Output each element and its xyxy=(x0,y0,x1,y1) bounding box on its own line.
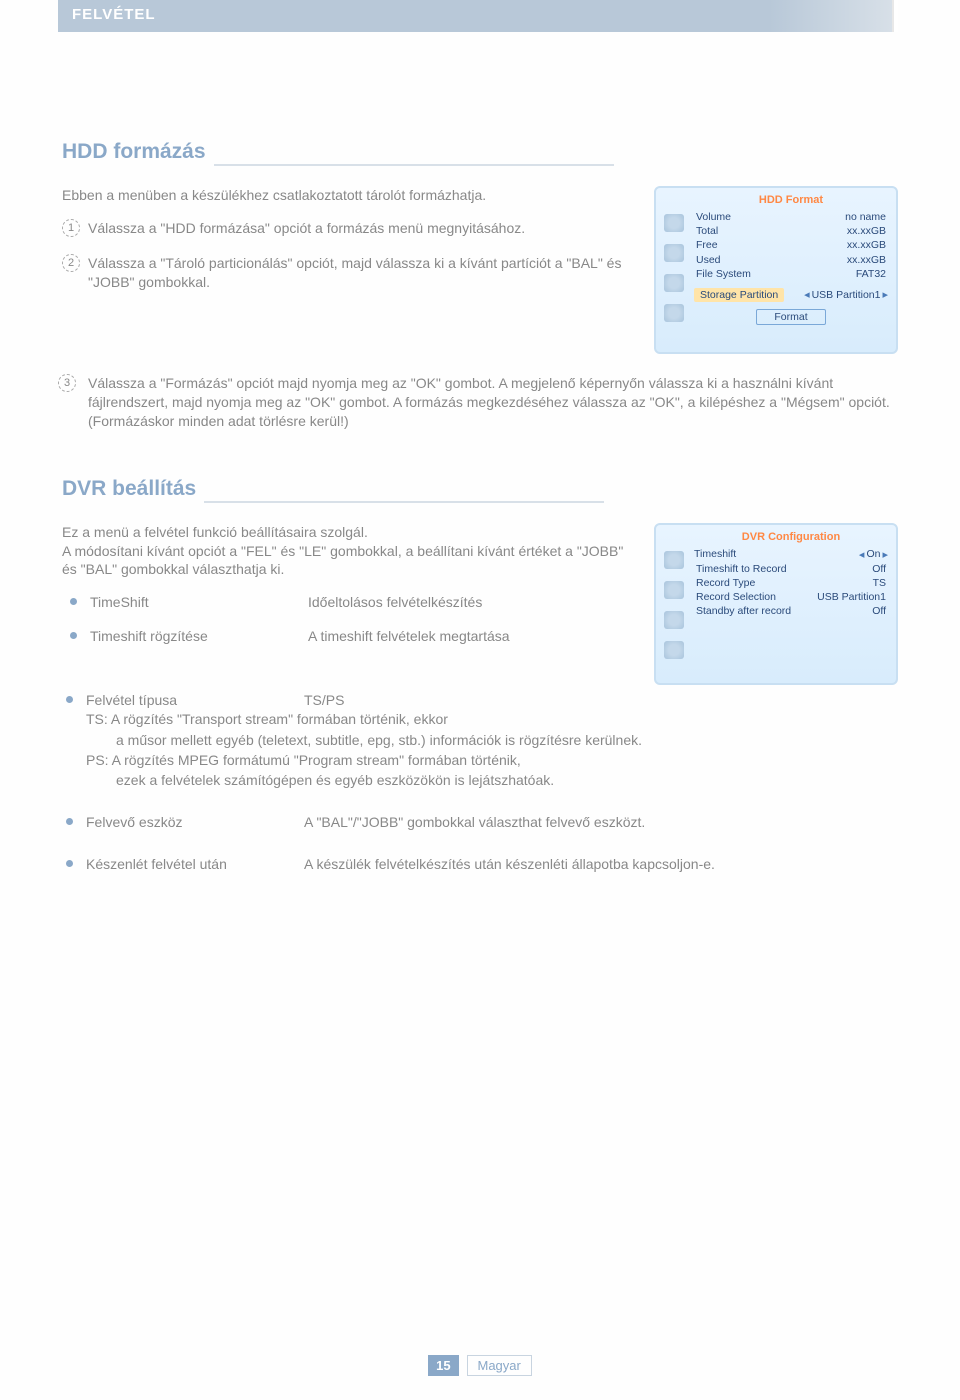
bullet-icon xyxy=(70,632,77,639)
section1-title: HDD formázás xyxy=(58,140,206,168)
section2-rule xyxy=(204,501,604,503)
step-3: 3 Válassza a "Formázás" opciót majd nyom… xyxy=(58,368,898,431)
sidebar-icon xyxy=(664,274,684,292)
sidebar-icon xyxy=(664,304,684,322)
section1-intro: Ebben a menüben a készülékhez csatlakozt… xyxy=(62,186,636,205)
section2: DVR beállítás Ez a menü a felvétel funkc… xyxy=(58,477,898,875)
section1-rule xyxy=(214,164,614,166)
section2-bullets-bottom: Felvétel típusa TS/PS TS: A rögzítés "Tr… xyxy=(58,691,898,875)
section2-bullets-top: TimeShift Időeltolásos felvételkészítés … xyxy=(62,593,636,646)
ps-line2: ezek a felvételek számítógépen és egyéb … xyxy=(86,770,898,791)
section2-title: DVR beállítás xyxy=(58,477,196,505)
right-arrow-icon: ▸ xyxy=(882,548,888,561)
section2-header: DVR beállítás xyxy=(58,477,898,505)
step-1-text: Válassza a "HDD formázása" opciót a form… xyxy=(88,220,525,236)
bullet-timeshift: TimeShift Időeltolásos felvételkészítés xyxy=(66,593,636,613)
step-number: 1 xyxy=(62,219,80,237)
shot1-row: Totalxx.xxGB xyxy=(692,224,890,238)
sidebar-icon xyxy=(664,581,684,599)
section1-body: Ebben a menüben a készülékhez csatlakozt… xyxy=(58,186,898,354)
step-2: 2 Válassza a "Tároló particionálás" opci… xyxy=(62,254,636,292)
shot1-main: HDD Format Volumeno name Totalxx.xxGB Fr… xyxy=(688,192,892,348)
bullet-standby: Készenlét felvétel után A készülék felvé… xyxy=(62,855,898,875)
bullet-icon xyxy=(66,860,73,867)
page-header-tab: FELVÉTEL xyxy=(58,0,898,32)
bullet-icon xyxy=(66,696,73,703)
page-footer: 15 Magyar xyxy=(0,1355,960,1376)
shot2-row: Standby after recordOff xyxy=(692,604,890,618)
section1-steps: 1 Válassza a "HDD formázása" opciót a fo… xyxy=(62,219,636,292)
shot1-storage-value: ◂ USB Partition1 ▸ xyxy=(804,288,888,301)
step-1: 1 Válassza a "HDD formázása" opciót a fo… xyxy=(62,219,636,238)
shot1-row: File SystemFAT32 xyxy=(692,267,890,281)
shot1-storage-label: Storage Partition xyxy=(694,288,784,302)
sidebar-icon xyxy=(664,641,684,659)
page-tab-label: FELVÉTEL xyxy=(58,0,894,29)
page-content: HDD formázás Ebben a menüben a készülékh… xyxy=(58,140,898,889)
shot2-row: Record TypeTS xyxy=(692,576,890,590)
section2-text: Ez a menü a felvétel funkció beállításai… xyxy=(58,523,636,685)
page-number: 15 xyxy=(428,1355,458,1376)
ts-line2: a műsor mellett egyéb (teletext, subtitl… xyxy=(86,730,898,751)
shot1-row: Volumeno name xyxy=(692,210,890,224)
bullet-timeshift-record: Timeshift rögzítése A timeshift felvétel… xyxy=(66,627,636,647)
page-language: Magyar xyxy=(467,1355,532,1376)
shot1-title: HDD Format xyxy=(692,194,890,206)
bullet-icon xyxy=(66,818,73,825)
bullet-record-type: Felvétel típusa TS/PS TS: A rögzítés "Tr… xyxy=(62,691,898,792)
right-arrow-icon: ▸ xyxy=(882,288,888,301)
shot1-row: Freexx.xxGB xyxy=(692,238,890,252)
step-number: 2 xyxy=(62,254,80,272)
section1-header: HDD formázás xyxy=(58,140,898,168)
shot2-row: Timeshift to RecordOff xyxy=(692,562,890,576)
left-arrow-icon: ◂ xyxy=(859,548,865,561)
shot2-row-timeshift: Timeshift ◂ On ▸ xyxy=(692,547,890,562)
ps-line1: PS: A rögzítés MPEG formátumú "Program s… xyxy=(86,751,898,771)
bullet-icon xyxy=(70,598,77,605)
sidebar-icon xyxy=(664,551,684,569)
left-arrow-icon: ◂ xyxy=(804,288,810,301)
sidebar-icon xyxy=(664,244,684,262)
section2-intro: Ez a menü a felvétel funkció beállításai… xyxy=(62,523,636,580)
shot1-sidebar xyxy=(660,192,688,348)
sidebar-icon xyxy=(664,214,684,232)
step-3-text: Válassza a "Formázás" opciót majd nyomja… xyxy=(62,374,898,431)
ts-line1: TS: A rögzítés "Transport stream" formáb… xyxy=(86,710,898,730)
shot1-storage-row: Storage Partition ◂ USB Partition1 ▸ xyxy=(692,287,890,303)
section2-top: Ez a menü a felvétel funkció beállításai… xyxy=(58,523,898,685)
sidebar-icon xyxy=(664,611,684,629)
shot2-row: Record SelectionUSB Partition1 xyxy=(692,590,890,604)
shot2-main: DVR Configuration Timeshift ◂ On ▸ Times… xyxy=(688,529,892,679)
shot1-row: Usedxx.xxGB xyxy=(692,253,890,267)
dvr-config-screenshot: DVR Configuration Timeshift ◂ On ▸ Times… xyxy=(654,523,898,685)
format-button[interactable]: Format xyxy=(756,309,826,325)
hdd-format-screenshot: HDD Format Volumeno name Totalxx.xxGB Fr… xyxy=(654,186,898,354)
section1-text: Ebben a menüben a készülékhez csatlakozt… xyxy=(58,186,636,354)
shot2-title: DVR Configuration xyxy=(692,531,890,543)
shot2-sidebar xyxy=(660,529,688,679)
step-2-text: Válassza a "Tároló particionálás" opciót… xyxy=(88,255,621,290)
step-number: 3 xyxy=(58,374,76,392)
bullet-device: Felvevő eszköz A "BAL"/"JOBB" gombokkal … xyxy=(62,813,898,833)
